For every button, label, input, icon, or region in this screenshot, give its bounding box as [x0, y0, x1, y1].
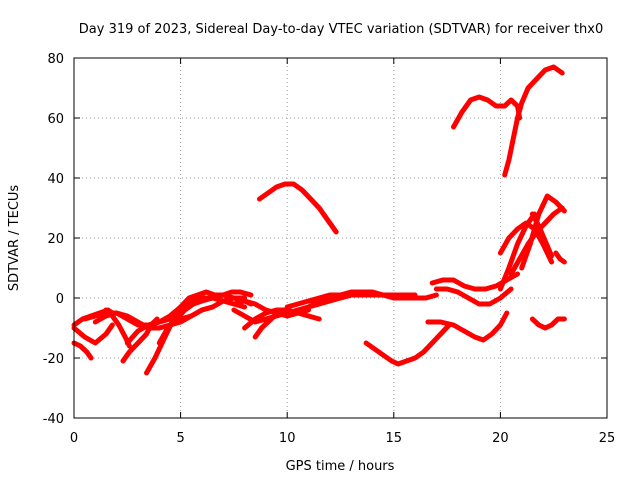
series-line-trace-2: [71, 340, 94, 361]
series-line-trace-6: [103, 307, 132, 349]
data-series: [71, 64, 567, 376]
y-tick-label: -40: [43, 412, 64, 427]
y-tick-label: 60: [47, 112, 64, 127]
series-line-trace-17: [257, 181, 339, 235]
series-line-trace-12: [242, 307, 322, 331]
series-line-trace-10: [156, 292, 254, 346]
y-tick-label: 20: [47, 232, 64, 247]
y-tick-label: 80: [47, 52, 64, 67]
y-tick-label: 40: [47, 172, 64, 187]
x-tick-label: 0: [70, 431, 78, 446]
series-line-trace-18: [363, 322, 452, 367]
x-tick-label: 5: [176, 431, 184, 446]
x-tick-label: 15: [386, 431, 403, 446]
series-line-trace-27: [519, 193, 567, 271]
x-tick-label: 20: [492, 431, 509, 446]
x-tick-label: 25: [599, 431, 616, 446]
series-line-trace-3: [71, 322, 115, 346]
series-line-trace-29: [553, 250, 567, 265]
series-line-trace-25: [497, 220, 555, 265]
series-line-trace-15: [284, 292, 439, 319]
series-line-trace-21: [425, 310, 510, 343]
y-axis-label: SDTVAR / TECUs: [7, 185, 22, 292]
chart-title: Day 319 of 2023, Sidereal Day-to-day VTE…: [79, 22, 603, 37]
series-line-trace-30: [529, 316, 567, 331]
x-axis-label: GPS time / hours: [286, 459, 395, 474]
x-tick-label: 10: [279, 431, 296, 446]
series-line-trace-16: [284, 289, 418, 310]
series-line-trace-8: [124, 295, 248, 346]
y-tick-label: -20: [43, 352, 64, 367]
series-line-trace-22: [451, 94, 523, 130]
series-line-trace-20: [433, 286, 514, 307]
y-tick-label: 0: [56, 292, 64, 307]
series-line-trace-28: [529, 211, 555, 259]
series-line-trace-23: [502, 64, 565, 178]
axis-ticks: 0 5 10 15 20 25 -40 -20 0 20 40 60 80: [43, 52, 616, 446]
series-line-trace-26: [508, 205, 565, 277]
